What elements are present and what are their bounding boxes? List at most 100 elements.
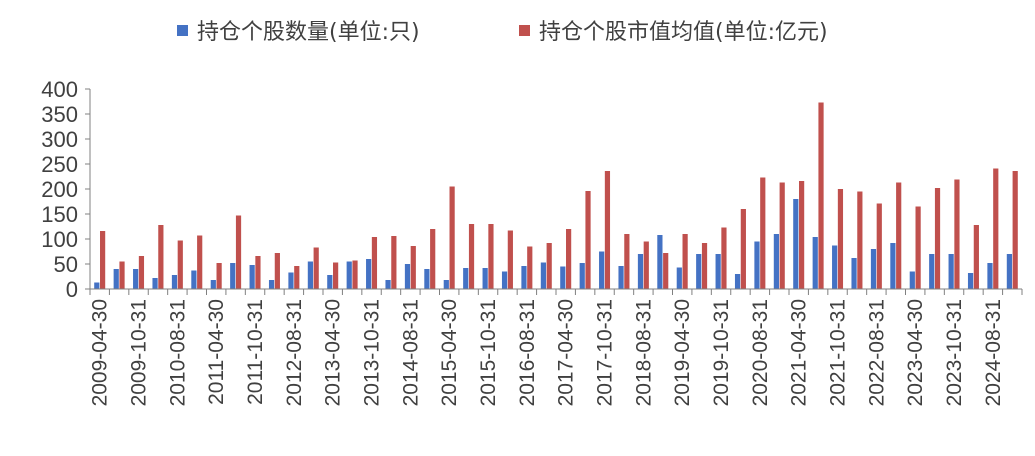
y-tick-label: 350 (41, 102, 78, 127)
bar-value-2024-10-31 (1012, 171, 1018, 289)
bar-count-2022-08-31 (870, 249, 877, 289)
bar-count-2013-10-31 (366, 259, 372, 289)
bar-count-2010-08-31 (171, 275, 178, 289)
bar-count-2019-04-30 (676, 267, 682, 289)
bar-count-2020-10-31 (773, 234, 779, 289)
bar-value-2024-08-31 (993, 168, 999, 289)
x-tick-label: 2017-04-30 (555, 299, 578, 406)
bar-count-2014-08-31 (404, 264, 411, 289)
x-tick-label: 2021-10-31 (827, 299, 850, 406)
bar-count-2009-07-31 (113, 269, 119, 289)
bar-count-2019-10-31 (715, 254, 721, 289)
bar-count-2011-08-31 (230, 263, 236, 289)
x-tick-label: 2015-04-30 (438, 299, 461, 406)
legend-label-1: 持仓个股数量(单位:只) (197, 20, 420, 45)
bar-value-2014-10-31 (430, 229, 436, 289)
bar-value-2014-08-31 (410, 246, 416, 289)
bar-value-2013-10-31 (371, 237, 378, 289)
bar-count-2015-10-31 (482, 268, 488, 289)
bar-count-2012-08-31 (288, 272, 294, 289)
bar-count-2012-04-30 (268, 280, 275, 289)
x-tick-label: 2014-08-31 (399, 299, 422, 406)
bar-count-2019-08-31 (696, 254, 702, 289)
bar-count-2013-04-30 (327, 275, 333, 289)
bar-value-2020-10-31 (779, 182, 785, 289)
bar-count-2016-10-31 (540, 262, 546, 289)
x-tick-label: 2023-10-31 (943, 299, 966, 406)
bar-count-2011-10-31 (249, 265, 255, 289)
bar-value-2018-04-30 (624, 234, 630, 289)
bar-value-2019-08-31 (701, 243, 708, 289)
bar-count-2015-04-30 (443, 280, 449, 289)
bar-count-2010-04-30 (152, 278, 158, 289)
x-axis: 2009-04-30 2009-10-31 2010-08-31 2011-04-30… (89, 288, 1023, 406)
legend-swatch-1 (177, 25, 188, 36)
x-tick-label: 2024-08-31 (982, 299, 1005, 406)
bar-count-2009-10-31 (133, 269, 139, 289)
bar-value-2011-04-30 (216, 263, 222, 289)
x-tick-label: 2022-08-31 (865, 299, 888, 406)
bar-value-2020-04-30 (740, 209, 746, 289)
bar-value-2017-08-31 (585, 191, 591, 289)
bar-count-2024-04-30 (967, 273, 974, 289)
bar-value-2012-04-30 (274, 253, 280, 289)
bar-count-2014-04-30 (385, 280, 391, 289)
x-tick-label: 2020-08-31 (749, 299, 772, 406)
bars-group (94, 102, 1018, 289)
bar-value-2011-10-31 (255, 256, 261, 289)
x-tick-label: 2019-10-31 (710, 299, 733, 406)
bar-value-2024-04-30 (973, 225, 979, 289)
bar-count-2022-04-30 (851, 258, 857, 289)
bar-count-2016-08-31 (521, 266, 527, 289)
bar-value-2015-10-31 (488, 224, 494, 289)
bar-value-2018-08-31 (643, 241, 649, 289)
bar-value-2010-10-31 (197, 235, 203, 289)
bar-count-2024-10-31 (1006, 254, 1012, 289)
bar-value-2013-08-31 (352, 260, 358, 289)
y-tick-label: 400 (41, 77, 78, 102)
x-tick-label: 2023-04-30 (904, 299, 927, 406)
bar-count-2024-08-31 (987, 263, 993, 289)
bar-value-2016-08-31 (527, 246, 533, 289)
bar-value-2009-07-31 (119, 261, 125, 289)
bar-count-2013-08-31 (346, 261, 352, 289)
bar-count-2023-10-31 (948, 254, 954, 289)
bar-count-2022-10-31 (890, 243, 896, 289)
x-tick-label: 2010-08-31 (166, 299, 189, 406)
bar-value-2020-08-31 (760, 177, 766, 289)
bar-value-2015-04-30 (449, 186, 455, 289)
bar-count-2020-08-31 (754, 241, 760, 289)
x-tick-label: 2015-10-31 (477, 299, 500, 406)
bar-value-2023-08-31 (934, 188, 941, 289)
bar-value-2022-08-31 (876, 203, 882, 289)
legend-swatch-2 (519, 25, 530, 36)
bar-value-2021-08-31 (818, 102, 824, 289)
x-tick-label: 2018-08-31 (632, 299, 655, 406)
x-tick-label: 2013-10-31 (361, 299, 384, 406)
x-tick-label: 2009-04-30 (89, 299, 112, 406)
bar-value-2010-04-30 (158, 225, 164, 289)
bar-value-2019-10-31 (721, 227, 727, 289)
y-tick-label: 200 (41, 177, 78, 202)
bar-value-2016-10-31 (546, 243, 552, 289)
bar-value-2022-04-30 (857, 191, 863, 289)
bar-count-2010-10-31 (191, 270, 197, 289)
bar-count-2018-10-31 (657, 235, 663, 289)
bar-value-2012-08-31 (294, 266, 300, 289)
bar-value-2014-04-30 (391, 236, 397, 289)
bar-count-2014-10-31 (424, 269, 430, 289)
bar-count-2023-08-31 (929, 254, 935, 289)
bar-count-2018-04-30 (618, 266, 624, 289)
bar-value-2018-10-31 (663, 253, 669, 289)
bar-count-2011-04-30 (210, 280, 216, 289)
bar-value-2016-04-30 (507, 230, 513, 289)
bar-value-2015-08-31 (468, 224, 475, 289)
bar-value-2021-10-31 (837, 189, 844, 289)
y-tick-label: 300 (41, 127, 78, 152)
bar-value-2012-10-31 (313, 247, 319, 289)
bar-value-2023-04-30 (915, 206, 921, 289)
bar-value-2010-08-31 (177, 240, 183, 289)
x-tick-label: 2011-10-31 (244, 299, 267, 405)
y-tick-label: 50 (54, 252, 78, 277)
